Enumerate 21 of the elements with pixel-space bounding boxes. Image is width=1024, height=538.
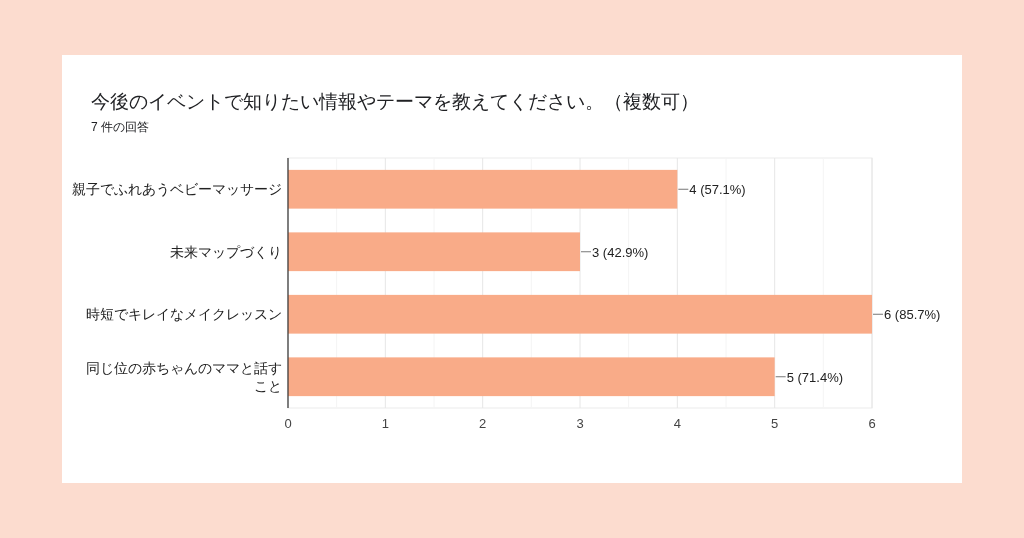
bar: [288, 232, 580, 272]
x-tick-label: 1: [381, 416, 389, 431]
x-tick-label: 2: [479, 416, 487, 431]
bar: [288, 169, 678, 209]
y-tick-label: 未来マップづくり: [170, 243, 282, 260]
x-tick-label: 3: [576, 416, 584, 431]
y-tick-label: 同じ位の赤ちゃんのママと話すこと: [86, 359, 282, 394]
x-tick-label: 0: [284, 416, 292, 431]
y-tick-label: 時短でキレイなメイクレッスン: [86, 306, 282, 323]
x-tick-label: 5: [771, 416, 779, 431]
data-label: 6 (85.7%): [884, 307, 941, 323]
x-tick-label: 4: [673, 416, 681, 431]
bar: [288, 294, 872, 334]
text: 7 件の回答: [91, 120, 150, 134]
bar: [288, 357, 775, 397]
data-label: 4 (57.1%): [689, 182, 746, 198]
data-label: 3 (42.9%): [592, 244, 649, 260]
x-tick-label: 6: [868, 416, 876, 431]
chart-title: 今後のイベントで知りたい情報やテーマを教えてください。（複数可）: [91, 91, 699, 112]
y-tick-label: 親子でふれあうベビーマッサージ: [72, 181, 282, 198]
data-label: 5 (71.4%): [786, 369, 844, 385]
